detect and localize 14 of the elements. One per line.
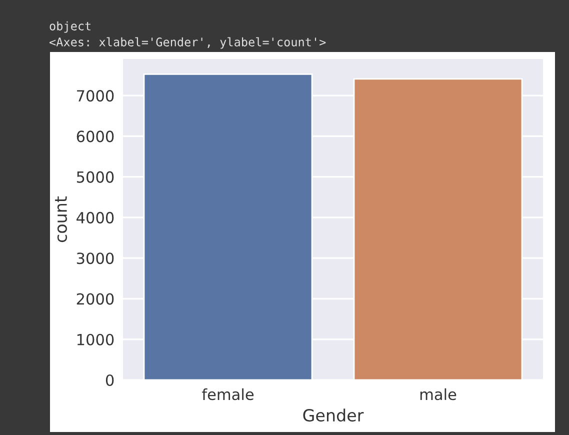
y-tick-label: 0 — [106, 374, 114, 386]
x-tick-label: female — [202, 388, 254, 400]
x-axis-title: Gender — [303, 408, 364, 422]
y-tick-label: 7000 — [77, 90, 114, 102]
y-tick-label: 4000 — [76, 212, 114, 224]
text: object — [50, 21, 90, 33]
x-tick-label: male — [420, 388, 456, 400]
y-tick-label: 6000 — [76, 130, 114, 142]
y-tick-label: 2000 — [76, 293, 114, 305]
y-tick-label: 1000 — [77, 334, 114, 346]
y-tick-label: 5000 — [76, 171, 114, 183]
y-axis-title: count — [55, 196, 67, 242]
y-tick-label: 3000 — [76, 252, 114, 264]
text: <Axes: xlabel='Gender', ylabel='count'> — [50, 37, 326, 49]
